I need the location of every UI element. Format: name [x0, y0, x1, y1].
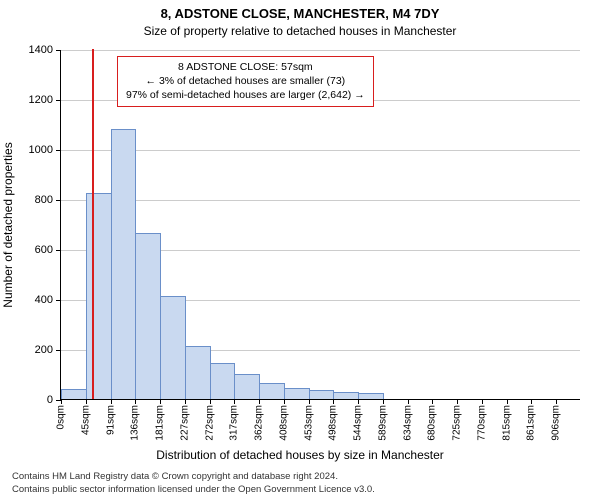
histogram-bar [135, 233, 161, 399]
x-tick [309, 399, 310, 404]
info-line-larger: 97% of semi-detached houses are larger (… [126, 88, 365, 102]
y-tick-label: 800 [35, 194, 53, 206]
x-tick [457, 399, 458, 404]
y-tick-label: 200 [35, 344, 53, 356]
x-tick [432, 399, 433, 404]
x-tick [210, 399, 211, 404]
histogram-bar [61, 389, 87, 400]
x-tick [111, 399, 112, 404]
x-tick-label: 0sqm [56, 405, 67, 429]
histogram-bar [210, 363, 236, 399]
x-tick [284, 399, 285, 404]
y-tick [56, 150, 61, 151]
x-tick [259, 399, 260, 404]
x-tick-label: 227sqm [179, 405, 190, 441]
histogram-bar [309, 390, 335, 399]
x-tick-label: 680sqm [427, 405, 438, 441]
x-tick [333, 399, 334, 404]
x-tick [160, 399, 161, 404]
x-tick-label: 317sqm [229, 405, 240, 441]
histogram-bar [185, 346, 211, 400]
x-tick-label: 362sqm [254, 405, 265, 441]
footer-line1: Contains HM Land Registry data © Crown c… [12, 471, 375, 483]
x-tick [61, 399, 62, 404]
y-tick-label: 600 [35, 244, 53, 256]
x-tick-label: 634sqm [402, 405, 413, 441]
y-tick-label: 1000 [29, 144, 53, 156]
info-line-headline: 8 ADSTONE CLOSE: 57sqm [126, 60, 365, 74]
histogram-bar [111, 129, 137, 399]
footer-attribution: Contains HM Land Registry data © Crown c… [12, 471, 375, 496]
histogram-bar [259, 383, 285, 399]
gridline [61, 150, 580, 151]
y-tick [56, 50, 61, 51]
x-tick-label: 906sqm [551, 405, 562, 441]
x-tick [383, 399, 384, 404]
y-tick-label: 1400 [29, 44, 53, 56]
chart-container: 8, ADSTONE CLOSE, MANCHESTER, M4 7DY Siz… [0, 0, 600, 500]
y-tick [56, 300, 61, 301]
x-tick-label: 453sqm [303, 405, 314, 441]
x-tick-label: 498sqm [328, 405, 339, 441]
y-tick [56, 100, 61, 101]
y-tick [56, 350, 61, 351]
x-tick-label: 725sqm [452, 405, 463, 441]
y-tick [56, 250, 61, 251]
x-tick [86, 399, 87, 404]
x-tick-label: 408sqm [278, 405, 289, 441]
info-line-smaller: ← 3% of detached houses are smaller (73) [126, 74, 365, 88]
property-marker-line [92, 49, 94, 399]
x-tick-label: 770sqm [476, 405, 487, 441]
info-box: 8 ADSTONE CLOSE: 57sqm ← 3% of detached … [117, 56, 374, 107]
x-tick-label: 45sqm [80, 405, 91, 435]
x-tick [531, 399, 532, 404]
x-tick [408, 399, 409, 404]
x-tick-label: 815sqm [501, 405, 512, 441]
x-tick [358, 399, 359, 404]
x-tick [135, 399, 136, 404]
footer-line2: Contains public sector information licen… [12, 484, 375, 496]
histogram-bar [160, 296, 186, 399]
x-tick-label: 544sqm [353, 405, 364, 441]
y-tick-label: 400 [35, 294, 53, 306]
x-tick [234, 399, 235, 404]
x-tick-label: 861sqm [526, 405, 537, 441]
histogram-bar [333, 392, 359, 400]
x-tick-label: 136sqm [130, 405, 141, 441]
x-tick-label: 181sqm [155, 405, 166, 441]
x-tick-label: 272sqm [204, 405, 215, 441]
histogram-bar [234, 374, 260, 399]
x-tick [556, 399, 557, 404]
chart-title: 8, ADSTONE CLOSE, MANCHESTER, M4 7DY [0, 6, 600, 21]
histogram-bar [86, 193, 112, 399]
y-tick-label: 1200 [29, 94, 53, 106]
x-tick-label: 589sqm [377, 405, 388, 441]
plot-area: 02004006008001000120014000sqm45sqm91sqm1… [60, 50, 580, 400]
x-tick [185, 399, 186, 404]
x-tick [507, 399, 508, 404]
y-tick-label: 0 [47, 394, 53, 406]
y-axis-label: Number of detached properties [1, 142, 15, 307]
histogram-bar [358, 393, 384, 399]
x-tick [482, 399, 483, 404]
x-axis-label: Distribution of detached houses by size … [0, 448, 600, 462]
y-tick [56, 200, 61, 201]
chart-subtitle: Size of property relative to detached ho… [0, 24, 600, 38]
gridline [61, 50, 580, 51]
x-tick-label: 91sqm [105, 405, 116, 435]
histogram-bar [284, 388, 310, 400]
gridline [61, 200, 580, 201]
